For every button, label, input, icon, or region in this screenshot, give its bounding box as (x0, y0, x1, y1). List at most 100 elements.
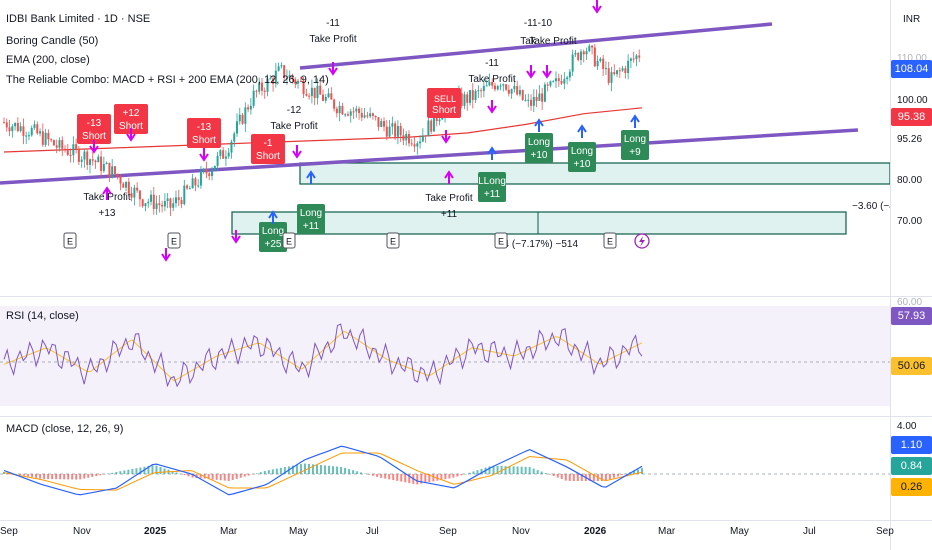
macd-histogram-bar (352, 470, 355, 474)
macd-histogram-bar (131, 468, 134, 474)
macd-histogram-bar (207, 474, 210, 480)
candle-body (133, 187, 136, 198)
macd-histogram-bar (384, 474, 387, 479)
candle-body (360, 113, 363, 118)
candle-body (36, 124, 39, 134)
indicator-ema[interactable]: EMA (200, close) (6, 54, 90, 66)
price-tick-100: 100.00 (897, 95, 928, 106)
candle-body (224, 156, 227, 159)
time-tick-mar-2025: Mar (220, 526, 238, 537)
macd-histogram-bar (55, 474, 58, 480)
candle-body (499, 85, 502, 87)
candle-body (183, 185, 186, 205)
macd-histogram-bar (255, 473, 258, 474)
candle-body (141, 199, 144, 207)
macd-signal-line (3, 452, 643, 491)
indicator-boring-candle[interactable]: Boring Candle (50) (6, 35, 99, 47)
macd-histogram-bar (263, 471, 266, 474)
candle-body (629, 58, 632, 61)
candle-body (86, 151, 89, 165)
macd-histogram-bar (424, 474, 427, 483)
take-profit-4-num: -11 (485, 58, 499, 69)
measure-label-2: −3.60 (−4. (852, 201, 890, 212)
candle-body (155, 203, 158, 209)
candle-body (482, 86, 485, 91)
candle-body (50, 139, 53, 141)
macd-histogram-bar (39, 474, 42, 479)
macd-histogram-bar (344, 467, 347, 474)
candle-body (491, 81, 494, 86)
macd-histogram-bar (476, 470, 479, 474)
macd-histogram-bar (87, 474, 90, 478)
candle-body (510, 89, 513, 94)
macd-histogram-bar (572, 474, 575, 481)
candle-body (610, 72, 613, 83)
candle-body (322, 94, 324, 101)
macd-histogram-bar (231, 474, 234, 481)
last-price-badge: 108.04 (891, 60, 932, 78)
candle-body (255, 90, 258, 92)
macd-histogram-bar (83, 474, 86, 479)
candle-body (64, 148, 67, 151)
indicator-reliable-combo[interactable]: The Reliable Combo: MACD + RSI + 200 EMA… (6, 74, 329, 86)
price-tick-80: 80.00 (897, 175, 923, 186)
candle-body (72, 144, 75, 156)
short-signal-4-box (251, 134, 285, 164)
candle-body (108, 162, 111, 178)
macd-histogram-bar (436, 474, 439, 481)
candle-body (161, 204, 164, 207)
macd-histogram-bar (440, 474, 443, 480)
long-signal-4-word: Long (528, 137, 550, 148)
macd-histogram-bar (568, 474, 571, 481)
symbol-title[interactable]: IDBI Bank Limited · 1D · NSE (6, 13, 151, 25)
candle-body (316, 85, 319, 99)
candle-body (33, 124, 36, 128)
macd-histogram-bar (404, 474, 407, 483)
macd-histogram-bar (632, 470, 635, 474)
pane-separator-rsi[interactable] (0, 296, 932, 297)
signal-arrow-head (487, 105, 497, 114)
short-signal-2-box (114, 104, 148, 134)
time-tick-jul-2025: Jul (366, 526, 379, 537)
macd-histogram-bar (532, 468, 535, 474)
candle-body (471, 90, 474, 101)
candle-body (377, 117, 380, 127)
rsi-label[interactable]: RSI (14, close) (6, 310, 79, 322)
candle-body (535, 96, 538, 101)
take-profit-4-word: Take Profit (468, 74, 515, 85)
macd-chart[interactable] (0, 418, 890, 518)
candle-body (272, 78, 275, 84)
candle-body (22, 126, 25, 136)
price-axis[interactable] (890, 0, 932, 550)
candle-body (543, 84, 546, 102)
macd-histogram-bar (480, 468, 483, 474)
macd-histogram-bar (336, 466, 339, 474)
macd-histogram-bar (211, 474, 214, 480)
candle-body (585, 51, 588, 55)
rsi-chart[interactable] (0, 298, 890, 416)
sell-tag (432, 92, 458, 104)
candle-body (138, 190, 141, 200)
currency-label[interactable]: INR (903, 14, 921, 25)
candle-body (202, 169, 205, 172)
candle-body (308, 95, 311, 97)
pane-separator-macd[interactable] (0, 416, 932, 417)
macd-histogram-bar (251, 474, 254, 475)
macd-label[interactable]: MACD (close, 12, 26, 9) (6, 423, 124, 435)
candle-body (122, 183, 125, 188)
candle-body (11, 126, 14, 132)
candle-body (80, 159, 83, 162)
candle-body (260, 82, 263, 91)
channel-lower-line (0, 128, 859, 185)
macd-histogram-bar (99, 474, 102, 476)
macd-histogram-bar (119, 471, 122, 474)
candle-body (208, 173, 211, 177)
take-profit-3-num: -11 (326, 18, 340, 29)
candle-body (391, 123, 394, 127)
time-tick-sep-2026: Sep (876, 526, 894, 537)
macd-histogram-bar (368, 474, 371, 475)
price-chart[interactable]: -13Short+12Short-13Short-1Short-11ShortS… (0, 0, 890, 290)
long-signal-3-num: +11 (484, 189, 501, 200)
earnings-label-4: E (390, 237, 396, 247)
candle-body (277, 66, 280, 71)
